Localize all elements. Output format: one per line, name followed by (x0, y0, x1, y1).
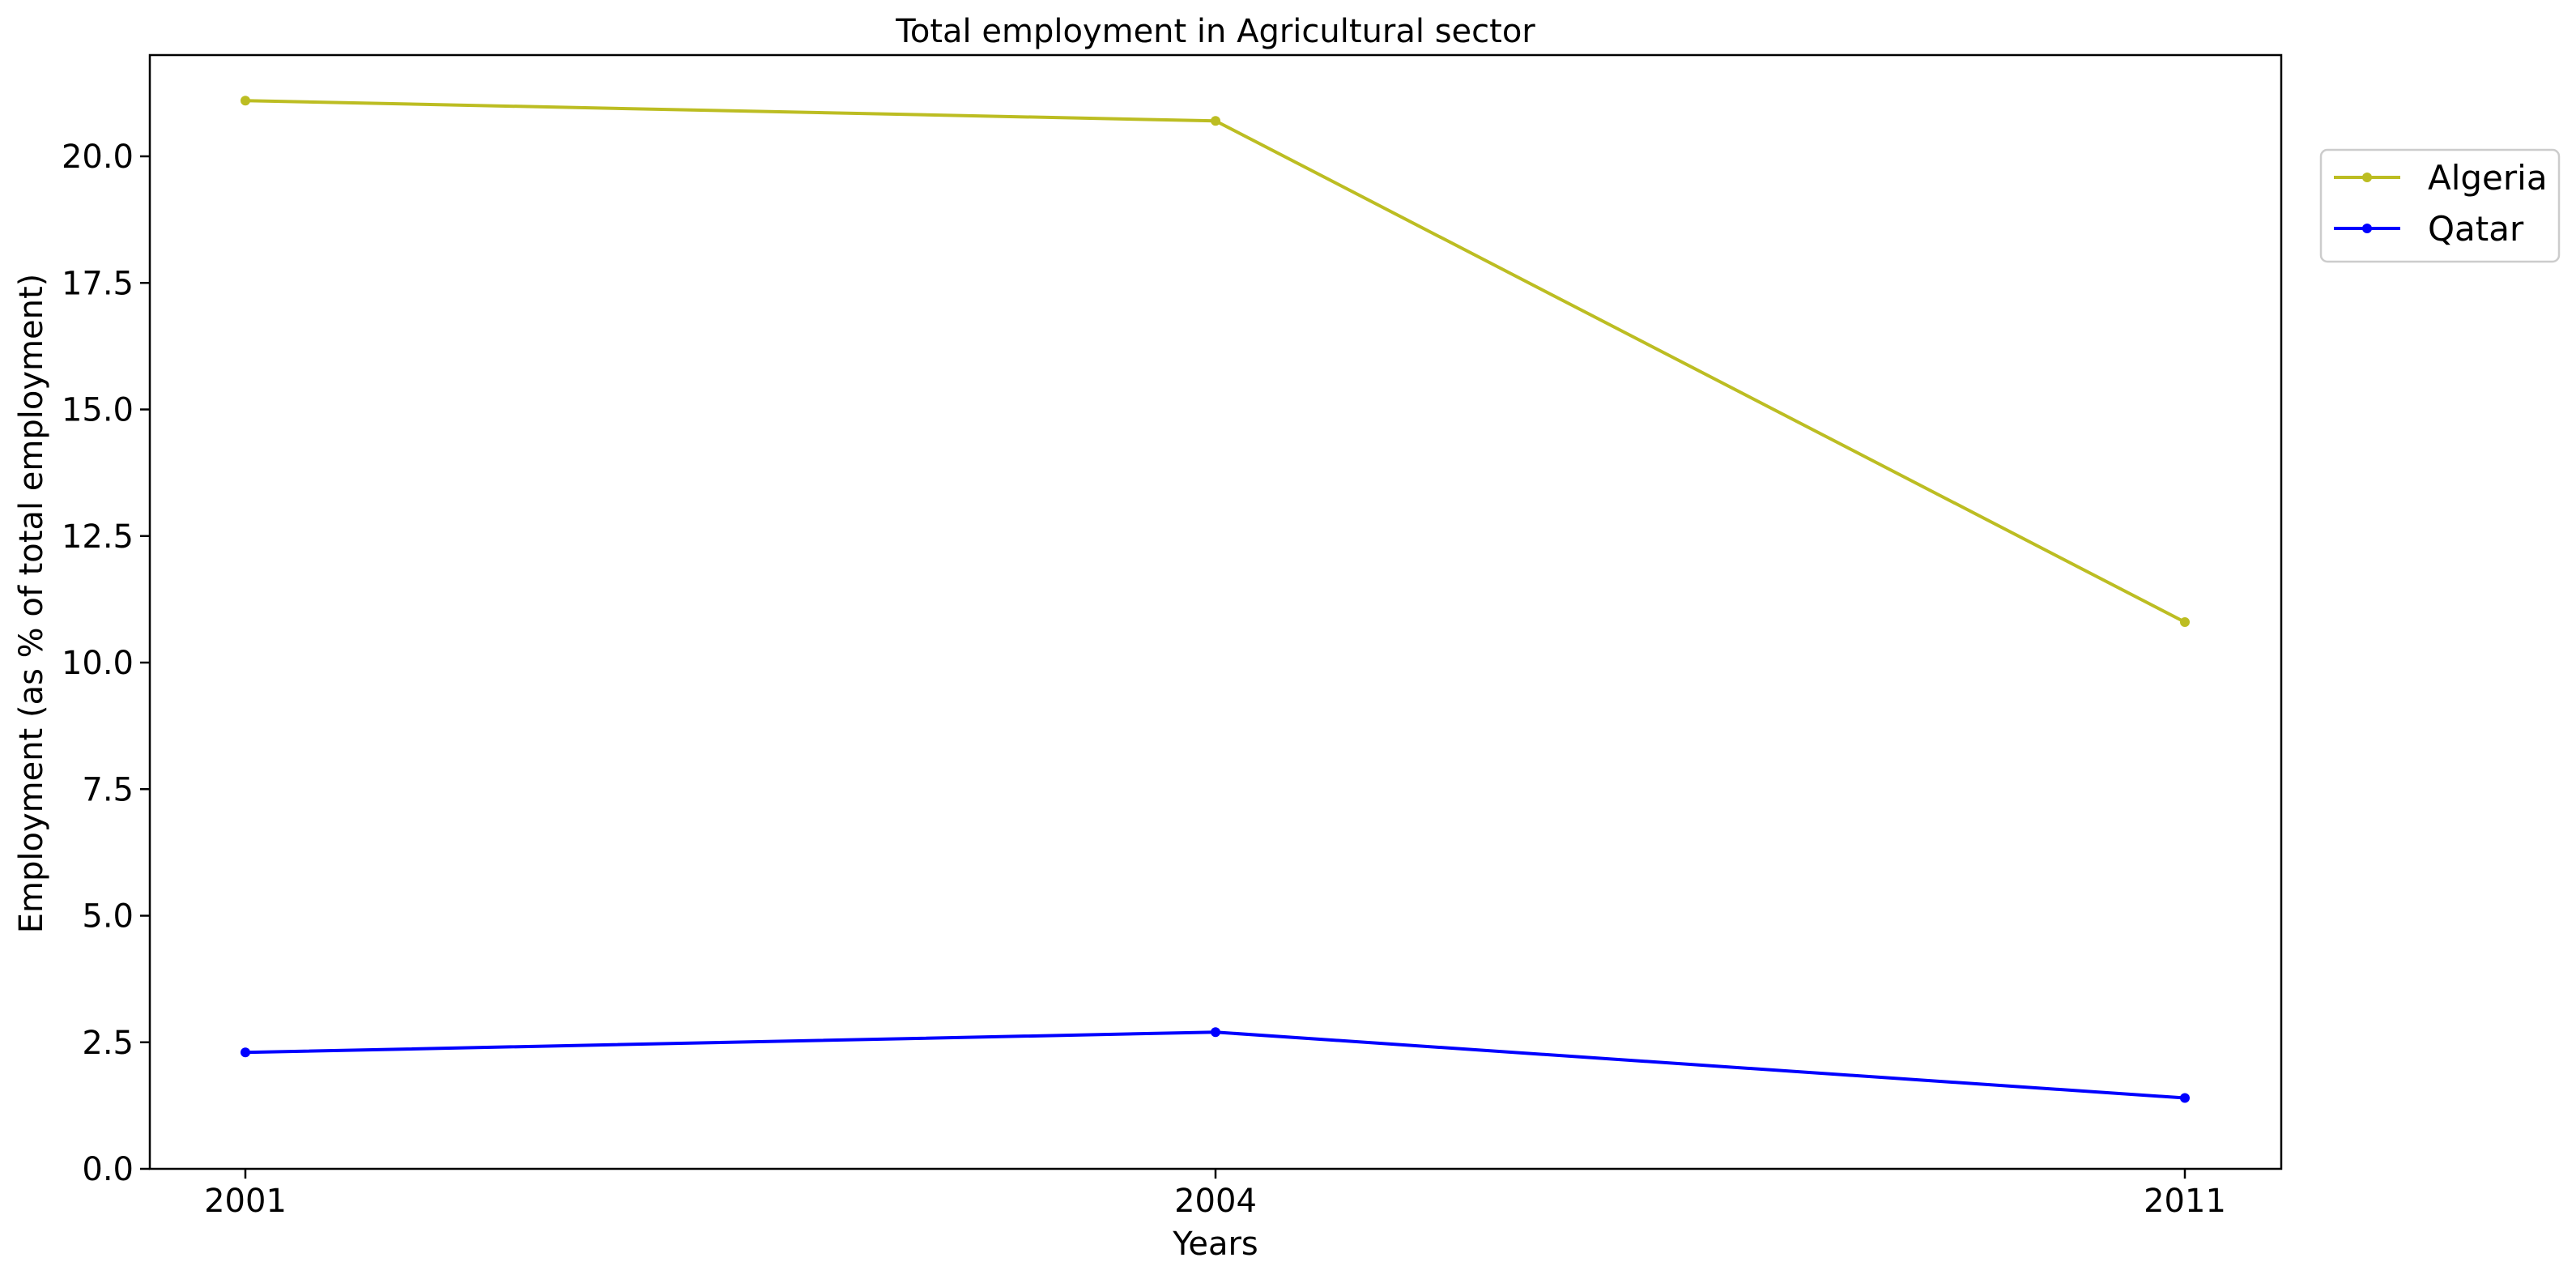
x-tick-label: 2011 (2144, 1183, 2226, 1220)
legend-marker-algeria (2362, 173, 2372, 182)
y-tick-label: 15.0 (62, 392, 134, 429)
data-point-qatar-2004 (1211, 1027, 1220, 1038)
plot-area (241, 96, 2190, 1103)
y-axis: 0.0 2.5 5.0 7.5 10.0 12.5 15.0 17.5 20.0 (62, 139, 150, 1188)
data-point-qatar-2011 (2180, 1093, 2190, 1103)
y-tick-label: 12.5 (62, 518, 134, 556)
y-axis-label: Employment (as % of total employment) (13, 274, 50, 934)
data-point-algeria-2011 (2180, 617, 2190, 627)
y-tick-label: 17.5 (62, 265, 134, 302)
legend: Algeria Qatar (2319, 148, 2561, 263)
y-tick-label: 10.0 (62, 645, 134, 682)
legend-marker-qatar (2362, 224, 2372, 233)
legend-label-algeria: Algeria (2428, 158, 2548, 198)
data-point-algeria-2001 (241, 96, 250, 106)
x-axis-label: Years (1172, 1226, 1258, 1263)
x-axis: 2001 2004 2011 (204, 1169, 2226, 1220)
chart-title: Total employment in Agricultural sector (895, 13, 1535, 50)
legend-label-qatar: Qatar (2428, 209, 2524, 249)
data-point-algeria-2004 (1211, 116, 1220, 126)
y-tick-label: 20.0 (62, 139, 134, 176)
y-tick-label: 2.5 (82, 1025, 134, 1062)
x-tick-label: 2001 (204, 1183, 287, 1220)
data-point-qatar-2001 (241, 1047, 250, 1058)
y-tick-label: 0.0 (82, 1151, 134, 1188)
y-tick-label: 5.0 (82, 898, 134, 936)
y-tick-label: 7.5 (82, 771, 134, 808)
x-tick-label: 2004 (1174, 1183, 1257, 1220)
